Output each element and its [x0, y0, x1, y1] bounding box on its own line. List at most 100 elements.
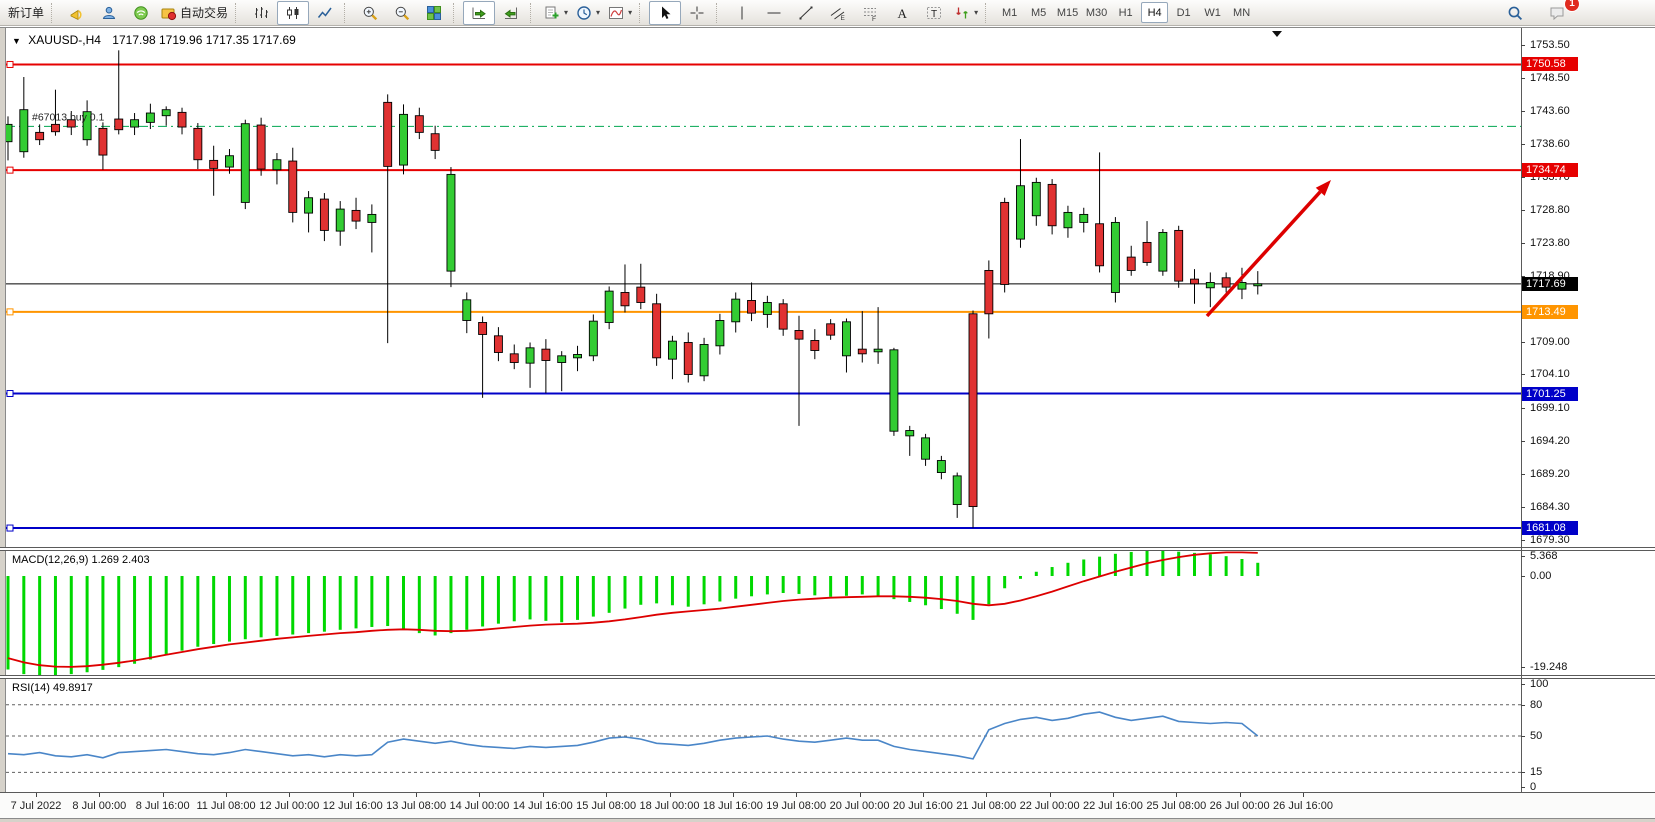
price-tick-label: 1723.80: [1530, 237, 1570, 250]
line-handle[interactable]: [6, 524, 14, 532]
candle-43: [683, 332, 693, 383]
price-chart-canvas[interactable]: #67013 buy 0.1: [6, 28, 1521, 547]
macd-tick-label: 0.00: [1530, 570, 1552, 582]
zoom-out-button[interactable]: [386, 1, 418, 25]
trendline-button[interactable]: [790, 1, 822, 25]
line-chart-button[interactable]: [309, 1, 341, 25]
time-tick-label: 20 Jul 00:00: [829, 800, 890, 812]
line-handle[interactable]: [6, 308, 14, 316]
price-label-1717.69: 1717.69: [1522, 276, 1578, 291]
rsi-tick-label: 15: [1530, 766, 1543, 778]
horizontal-line-1701.25[interactable]: [6, 390, 1521, 398]
arrows-icon: [956, 7, 968, 18]
periods-button[interactable]: ▾: [572, 1, 604, 25]
timeframe-button-mn[interactable]: MN: [1233, 6, 1251, 19]
macd-indicator-label: MACD(12,26,9) 1.269 2.403: [12, 554, 150, 566]
candle-52: [826, 319, 836, 340]
arrows-button[interactable]: ▾: [950, 1, 982, 25]
timeframe-button-d1[interactable]: D1: [1176, 6, 1191, 19]
time-tick: [1112, 793, 1114, 797]
horizontal-line-button[interactable]: [758, 1, 790, 25]
svg-text:E: E: [841, 15, 846, 21]
price-tick: [1521, 78, 1525, 80]
candle-8: [130, 113, 140, 136]
notifications-button[interactable]: 1: [1541, 0, 1580, 25]
time-tick-label: 25 Jul 08:00: [1146, 800, 1207, 812]
horn-icon[interactable]: [61, 1, 93, 25]
time-tick: [36, 793, 37, 797]
autotrade-icon: [161, 8, 177, 20]
timeframe-button-w1[interactable]: W1: [1204, 6, 1221, 19]
new-chart-button[interactable]: ▾: [540, 1, 572, 25]
horizontal-line-1750.58[interactable]: [6, 60, 1521, 68]
rsi-tick: [1521, 705, 1525, 706]
candle-64: [1016, 139, 1025, 248]
fibonacci-button[interactable]: F: [854, 1, 886, 25]
channel-button[interactable]: E: [822, 1, 854, 25]
candle-69: [1095, 152, 1105, 273]
line-handle[interactable]: [6, 390, 14, 398]
auto-scroll-button[interactable]: [463, 0, 496, 25]
profile-icon: [102, 6, 116, 19]
svg-text:F: F: [872, 16, 876, 21]
text-button[interactable]: A: [886, 1, 918, 25]
timeframe-button-m15[interactable]: M15: [1056, 6, 1079, 19]
indicators-button[interactable]: ▾: [604, 1, 636, 25]
toolbar-separator: [530, 2, 536, 23]
search-icon: [1508, 6, 1523, 20]
candle-77: [1221, 272, 1231, 293]
time-tick-label: 20 Jul 16:00: [892, 800, 953, 812]
symbol-dropdown-icon[interactable]: ▼: [12, 36, 21, 46]
chart-top-marker-icon: [1272, 31, 1282, 37]
candle-58: [921, 433, 931, 466]
trend-arrow[interactable]: [1205, 180, 1331, 318]
price-label-1681.08: 1681.08: [1522, 521, 1578, 536]
macd-panel-canvas[interactable]: [6, 551, 1521, 675]
candle-12: [193, 123, 203, 170]
autotrade-button[interactable]: 自动交易: [157, 1, 232, 25]
panel-divider-rsi[interactable]: [0, 675, 1655, 679]
timeframe-button-m1[interactable]: M1: [1001, 6, 1018, 19]
cursor-button[interactable]: [649, 0, 682, 25]
profile-icon[interactable]: [93, 1, 125, 25]
candle-56: [889, 347, 899, 436]
timeframe-button-m5[interactable]: M5: [1030, 6, 1047, 19]
tile-windows-button[interactable]: [418, 1, 450, 25]
timeframe-button-m30[interactable]: M30: [1085, 6, 1108, 19]
time-axis[interactable]: 7 Jul 2022 8 Jul 00:00 8 Jul 16:00 11 Jul 0…: [0, 792, 1655, 818]
bar-chart-button[interactable]: [245, 1, 277, 25]
time-tick: [226, 793, 228, 797]
chart-ohlc-values: 1717.98 1719.96 1717.35 1717.69: [112, 33, 296, 47]
candle-32: [509, 344, 519, 370]
candle-74: [1174, 225, 1184, 288]
candle-61: [968, 310, 978, 528]
horizontal-line-1681.08[interactable]: [6, 524, 1521, 532]
price-tick-label: 1709.00: [1530, 335, 1570, 348]
chart-shift-button[interactable]: [495, 1, 527, 25]
line-handle[interactable]: [6, 60, 14, 68]
new-order-button[interactable]: 新订单: [4, 1, 48, 25]
horizontal-line-1734.74[interactable]: [6, 166, 1521, 174]
rsi-panel-canvas[interactable]: [6, 679, 1521, 792]
timeframe-button-h1[interactable]: H1: [1118, 6, 1133, 19]
text-label-button[interactable]: T: [918, 1, 950, 25]
crosshair-button[interactable]: [681, 1, 713, 25]
time-tick: [289, 793, 291, 797]
line-handle[interactable]: [6, 166, 14, 174]
vertical-line-button[interactable]: [726, 1, 758, 25]
time-tick-label: 18 Jul 00:00: [639, 800, 700, 812]
search-button[interactable]: [1499, 1, 1531, 25]
timeframe-button-h4[interactable]: H4: [1141, 2, 1169, 23]
toolbar-separator: [344, 2, 350, 23]
chevron-down-icon: ▾: [564, 8, 569, 17]
signal-icon[interactable]: [125, 1, 157, 25]
price-tick-label: 1704.10: [1530, 368, 1570, 381]
auto-scroll-icon: [472, 7, 486, 19]
panel-divider-macd[interactable]: [0, 547, 1655, 551]
candle-50: [794, 315, 804, 426]
candle-chart-button[interactable]: [277, 0, 310, 25]
candle-44: [699, 337, 709, 382]
zoom-in-button[interactable]: [354, 1, 386, 25]
candle-28: [446, 167, 456, 288]
